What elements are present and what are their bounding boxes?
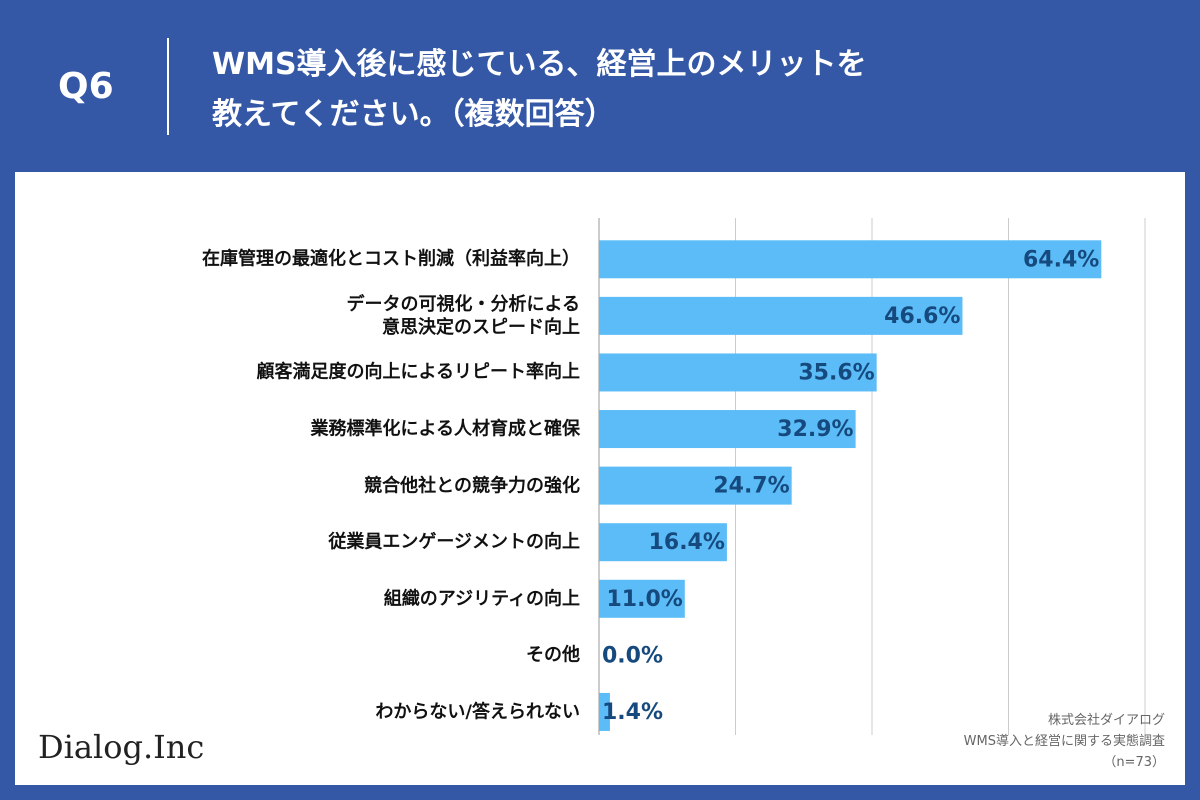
source-line: 株式会社ダイアログ: [1047, 713, 1165, 728]
value-label: 35.6%: [798, 360, 874, 385]
source-line: （n=73）: [1103, 755, 1165, 770]
value-label: 64.4%: [1023, 247, 1099, 272]
bar: [599, 523, 727, 562]
category-label: データの可視化・分析による 意思決定のスピード向上: [346, 293, 580, 338]
category-label: 組織のアジリティの向上: [383, 588, 580, 610]
value-label: 0.0%: [602, 643, 663, 668]
bar: [599, 466, 792, 505]
category-label: 従業員エンゲージメントの向上: [328, 531, 580, 553]
divider: [167, 38, 169, 135]
value-label: 24.7%: [713, 474, 789, 499]
value-label: 16.4%: [649, 530, 725, 555]
value-label: 46.6%: [884, 304, 960, 329]
bar: [599, 692, 610, 731]
bar: [599, 296, 963, 335]
category-label: 競合他社との競争力の強化: [364, 475, 580, 497]
category-label: 顧客満足度の向上によるリピート率向上: [256, 361, 580, 383]
category-label: わからない/答えられない: [375, 701, 580, 723]
title: WMS導入後に感じている、経営上のメリットを 教えてください。（複数回答）: [212, 47, 867, 132]
category-label: 在庫管理の最適化とコスト削減（利益率向上）: [202, 248, 580, 270]
source: 株式会社ダイアログ WMS導入と経営に関する実態調査 （n=73）: [964, 710, 1165, 773]
category-label: 業務標準化による人材育成と確保: [310, 418, 580, 440]
bar: [599, 353, 877, 392]
logo: Dialog.Inc: [38, 728, 205, 766]
category-label: その他: [526, 644, 580, 666]
source-line: WMS導入と経営に関する実態調査: [963, 734, 1165, 749]
bar: [599, 240, 1102, 279]
value-label: 1.4%: [602, 700, 663, 725]
value-label: 11.0%: [606, 587, 682, 612]
bar: [599, 579, 685, 618]
value-label: 32.9%: [777, 417, 853, 442]
bar: [599, 410, 856, 449]
question-number: Q6: [58, 66, 114, 107]
